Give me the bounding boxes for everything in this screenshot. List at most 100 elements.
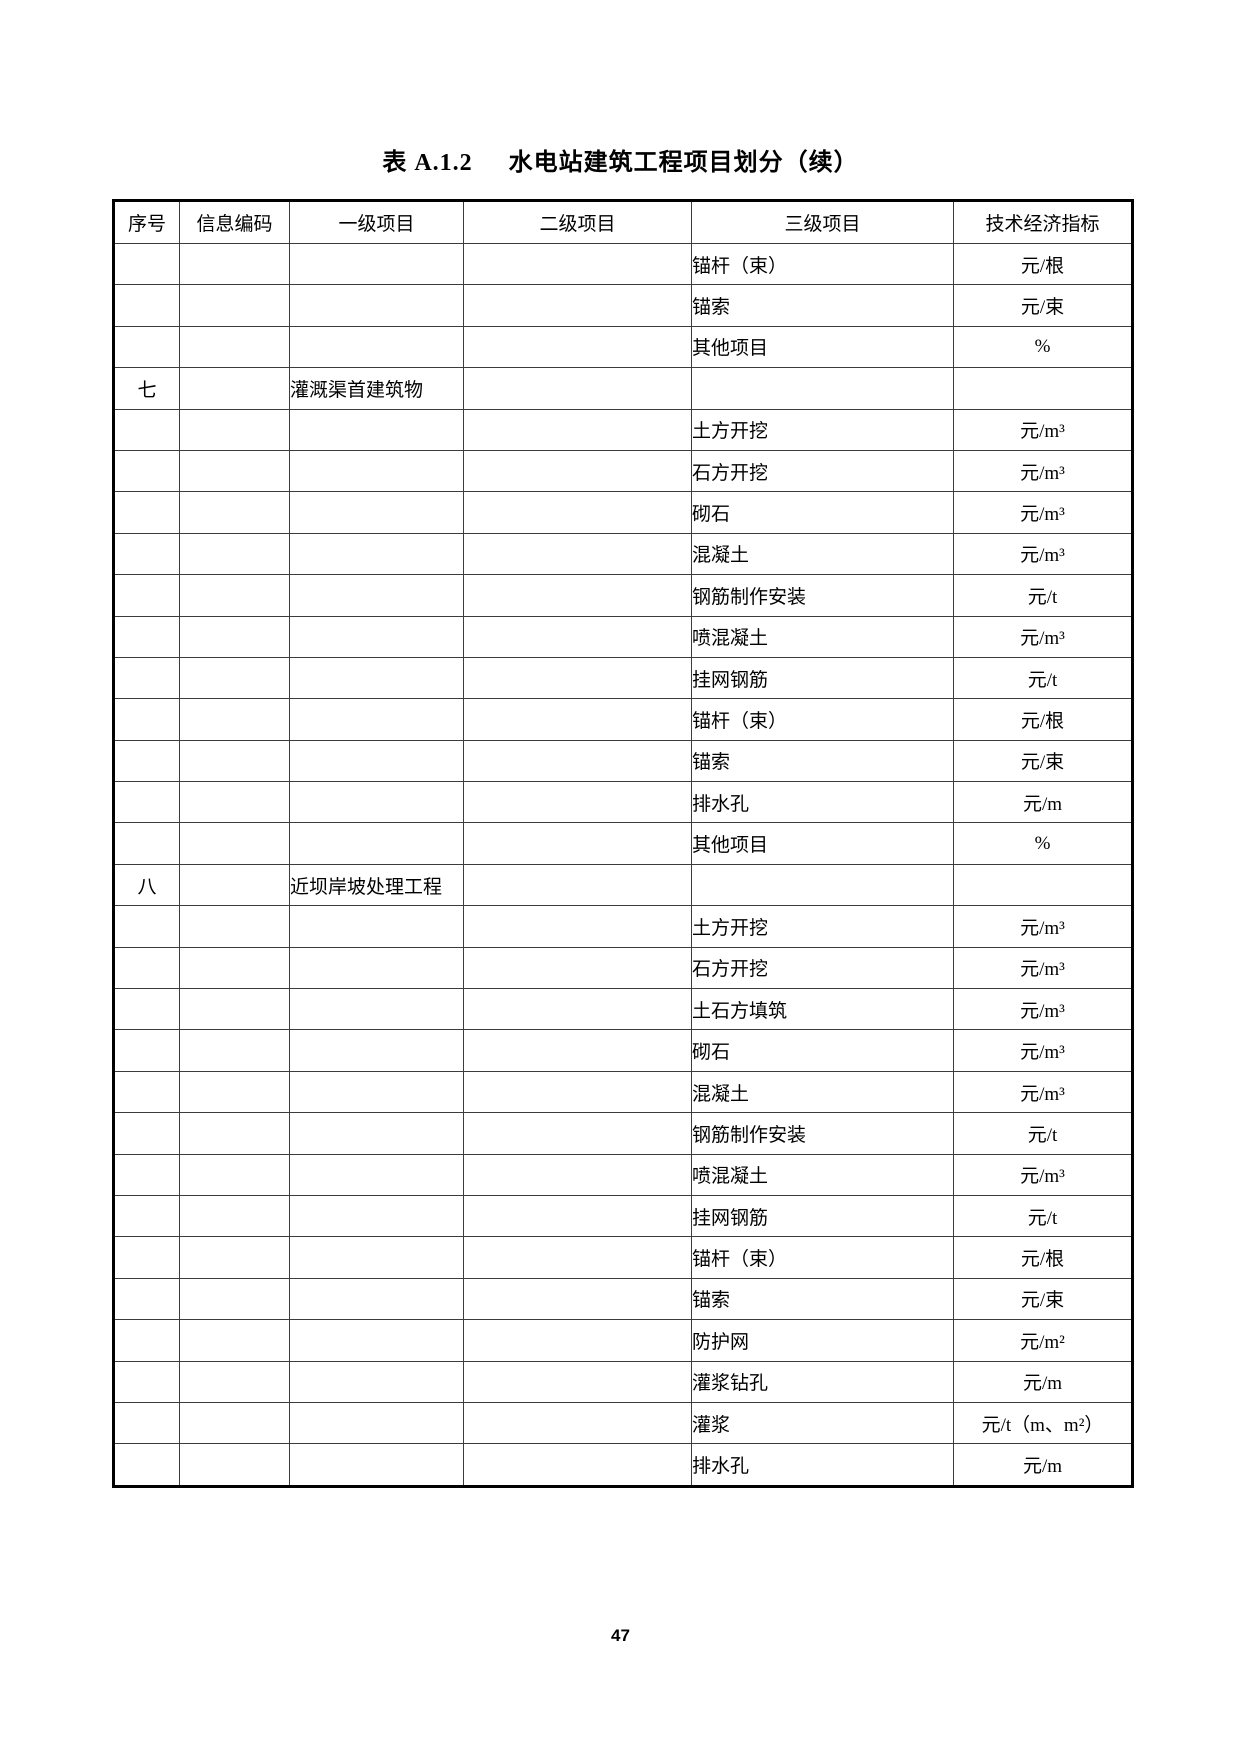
table-row: 土方开挖 元/m³	[113, 905, 1133, 948]
table-row: 土石方填筑 元/m³	[113, 988, 1133, 1031]
cell-level1-project	[289, 1236, 464, 1279]
table-row: 混凝土 元/m³	[113, 1070, 1133, 1114]
header-serial: 序号	[113, 200, 180, 244]
cell-indicator: 元/m³	[953, 449, 1133, 493]
table-title-text: 水电站建筑工程项目划分（续）	[508, 150, 859, 176]
cell-info-code	[179, 1360, 290, 1403]
table-row: 土方开挖 元/m³	[113, 408, 1133, 451]
cell-info-code	[179, 822, 290, 865]
table-row: 砌石 元/m³	[113, 491, 1133, 534]
cell-info-code	[179, 988, 290, 1031]
cell-info-code	[179, 1153, 290, 1196]
table-row: 砌石 元/m³	[113, 1029, 1133, 1072]
cell-indicator: 元/t	[953, 1194, 1133, 1238]
cell-info-code	[179, 408, 290, 451]
cell-level2-project	[463, 491, 692, 534]
cell-indicator: 元/t	[953, 1112, 1133, 1155]
cell-level2-project	[463, 1236, 692, 1279]
cell-level3-project: 钢筋制作安装	[691, 574, 954, 617]
cell-level1-project	[289, 491, 464, 534]
cell-indicator: %	[953, 325, 1133, 369]
cell-info-code	[179, 1194, 290, 1238]
table-row: 锚杆（束） 元/根	[113, 698, 1133, 741]
cell-indicator: 元/m³	[953, 1029, 1133, 1072]
cell-serial	[113, 1319, 180, 1362]
cell-info-code	[179, 1236, 290, 1279]
cell-level1-project	[289, 946, 464, 990]
cell-serial: 七	[113, 367, 180, 410]
cell-serial	[113, 781, 180, 824]
cell-level3-project: 石方开挖	[691, 946, 954, 990]
cell-level3-project: 其他项目	[691, 822, 954, 865]
table-row: 石方开挖 元/m³	[113, 449, 1133, 493]
cell-level2-project	[463, 449, 692, 493]
table-row: 钢筋制作安装 元/t	[113, 574, 1133, 617]
cell-level2-project	[463, 284, 692, 327]
table-row: 喷混凝土 元/m³	[113, 1153, 1133, 1196]
cell-serial	[113, 1443, 180, 1487]
cell-level3-project: 排水孔	[691, 781, 954, 824]
cell-level1-project: 灌溉渠首建筑物	[289, 367, 464, 410]
cell-level3-project: 石方开挖	[691, 449, 954, 493]
cell-info-code	[179, 325, 290, 369]
cell-info-code	[179, 1029, 290, 1072]
cell-level2-project	[463, 1194, 692, 1238]
header-info-code: 信息编码	[179, 200, 290, 244]
table-row: 灌浆钻孔 元/m	[113, 1360, 1133, 1403]
cell-level3-project: 砌石	[691, 1029, 954, 1072]
cell-info-code	[179, 781, 290, 824]
header-level3-project: 三级项目	[691, 200, 954, 244]
cell-indicator: 元/m³	[953, 491, 1133, 534]
cell-level1-project	[289, 1277, 464, 1321]
cell-level3-project: 砌石	[691, 491, 954, 534]
table-row: 锚索 元/束	[113, 284, 1133, 327]
table-row: 七 灌溉渠首建筑物	[113, 367, 1133, 410]
cell-level2-project	[463, 1112, 692, 1155]
cell-info-code	[179, 1319, 290, 1362]
cell-info-code	[179, 367, 290, 410]
cell-serial	[113, 532, 180, 576]
cell-level1-project	[289, 1319, 464, 1362]
cell-level2-project	[463, 1153, 692, 1196]
cell-level2-project	[463, 408, 692, 451]
cell-indicator: 元/m³	[953, 408, 1133, 451]
cell-level3-project: 锚索	[691, 1277, 954, 1321]
cell-level3-project: 锚杆（束）	[691, 1236, 954, 1279]
cell-level2-project	[463, 574, 692, 617]
cell-serial	[113, 1112, 180, 1155]
cell-info-code	[179, 656, 290, 700]
cell-level2-project	[463, 1319, 692, 1362]
table-row: 排水孔 元/m	[113, 1443, 1133, 1487]
cell-level2-project	[463, 1029, 692, 1072]
cell-indicator: 元/根	[953, 242, 1133, 286]
cell-level3-project	[691, 367, 954, 410]
cell-serial	[113, 822, 180, 865]
table-row: 其他项目%	[113, 822, 1133, 865]
cell-level3-project: 锚索	[691, 284, 954, 327]
cell-indicator: 元/束	[953, 1277, 1133, 1321]
table-row: 钢筋制作安装 元/t	[113, 1112, 1133, 1155]
cell-level3-project: 灌浆钻孔	[691, 1360, 954, 1403]
cell-level3-project: 其他项目	[691, 325, 954, 369]
table-row: 锚杆（束） 元/根	[113, 242, 1133, 286]
table-row: 石方开挖 元/m³	[113, 946, 1133, 990]
cell-level1-project	[289, 1112, 464, 1155]
table-row: 其他项目%	[113, 325, 1133, 369]
cell-serial	[113, 408, 180, 451]
table-header-row: 序号 信息编码 一级项目 二级项目 三级项目 技术经济指标	[113, 200, 1133, 244]
cell-serial	[113, 615, 180, 658]
cell-level2-project	[463, 532, 692, 576]
cell-level1-project: 近坝岸坡处理工程	[289, 863, 464, 907]
cell-serial	[113, 739, 180, 783]
header-level2-project: 二级项目	[463, 200, 692, 244]
cell-indicator: 元/束	[953, 739, 1133, 783]
cell-level1-project	[289, 1194, 464, 1238]
table-row: 排水孔 元/m	[113, 781, 1133, 824]
cell-level2-project	[463, 988, 692, 1031]
cell-level3-project: 排水孔	[691, 1443, 954, 1487]
cell-serial	[113, 1029, 180, 1072]
table-title: 表 A.1.2 水电站建筑工程项目划分（续）	[0, 142, 1241, 177]
cell-serial	[113, 1277, 180, 1321]
cell-info-code	[179, 1070, 290, 1114]
cell-serial	[113, 1070, 180, 1114]
